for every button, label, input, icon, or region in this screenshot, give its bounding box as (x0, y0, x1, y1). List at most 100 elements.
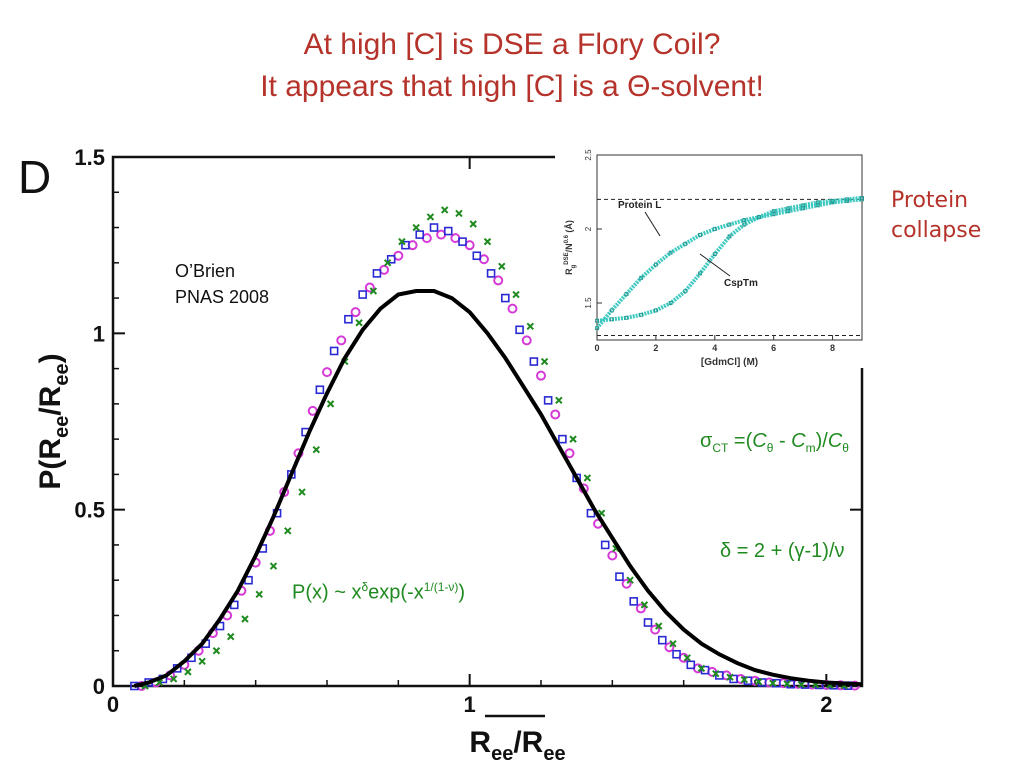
data-point-x (169, 675, 178, 683)
data-point-circle (621, 578, 632, 589)
citation-line-1: O’Brien (175, 261, 236, 281)
distribution-formula: P(x) ~ xδexp(-x1/(1-ν)) (292, 580, 466, 604)
inset-series-point (727, 234, 732, 239)
inset-y-tick-label: 2 (584, 226, 593, 231)
data-point-square (372, 269, 382, 278)
inset-series-point (845, 197, 850, 202)
inset-series-point (742, 218, 747, 223)
data-point-circle (650, 624, 661, 635)
inset-frame (596, 154, 863, 341)
protein-collapse-label: Protein collapse (891, 186, 981, 246)
data-point-x (212, 647, 221, 655)
inset-x-tick-label: 4 (712, 343, 717, 353)
data-point-x (269, 562, 278, 570)
data-point-x (512, 290, 520, 299)
collapse-line-1: Protein (891, 188, 969, 213)
data-point-square (729, 674, 738, 684)
data-point-square (515, 325, 524, 335)
inset-series-point (801, 203, 806, 208)
data-point-x (797, 680, 806, 689)
data-point-x (783, 680, 791, 688)
inset-series-point (786, 206, 791, 211)
data-point-square (486, 269, 496, 278)
inset-series-point (712, 252, 717, 257)
data-point-x (712, 669, 720, 678)
data-point-square (615, 572, 624, 581)
data-point-x (626, 576, 634, 584)
panel-letter: D (18, 151, 52, 203)
inset-y-tick-label: 1.5 (584, 297, 593, 309)
inset-series-point (860, 196, 864, 200)
data-point-circle (536, 370, 546, 381)
data-point-x (483, 237, 492, 246)
inset-x-tick-label: 2 (653, 343, 658, 353)
x-axis-label: Ree/Ree (469, 726, 565, 765)
data-point-circle (450, 233, 461, 244)
inset-series-point (698, 233, 702, 237)
data-point-circle (521, 335, 532, 346)
inset-y-tick-label: 2.5 (584, 149, 593, 161)
y-axis-label: P(Ree/Ree) (34, 353, 73, 489)
inset-x-tick-label: 6 (771, 343, 776, 353)
x-tick-label: 2 (820, 692, 832, 717)
data-point-x (312, 446, 321, 454)
data-point-x (526, 322, 535, 330)
data-point-x (769, 679, 777, 687)
inset-series-line (596, 195, 863, 323)
inset-label-protein-l: Protein L (618, 200, 661, 211)
data-point-x (426, 213, 435, 221)
data-point-circle (564, 448, 575, 459)
inset-x-tick-label: 0 (594, 343, 599, 353)
data-point-square (344, 314, 353, 324)
inset-series-point (668, 250, 673, 255)
data-point-circle (364, 282, 375, 293)
inset-series-point (830, 198, 835, 203)
inset-x-axis-label: [GdmCl] (M) (701, 357, 758, 368)
x-tick-label: 1 (464, 692, 476, 717)
data-point-x (355, 319, 363, 327)
inset-series-point (639, 275, 644, 280)
data-point-square (472, 251, 482, 261)
inset-series-point (653, 262, 658, 267)
data-point-circle (407, 240, 418, 251)
x-tick-label: 0 (107, 692, 119, 717)
data-point-x (569, 435, 577, 443)
data-point-square (315, 385, 325, 395)
data-point-square (643, 618, 653, 627)
data-point-square (686, 660, 696, 670)
inset-series-point (609, 317, 614, 322)
data-point-x (683, 654, 691, 662)
data-point-circle (379, 264, 390, 275)
data-point-square (429, 223, 439, 232)
data-point-square (443, 226, 453, 236)
inset-label-csptm: CspTm (724, 278, 758, 289)
data-point-x (726, 673, 734, 681)
data-point-x (754, 678, 763, 686)
data-point-x (298, 488, 306, 496)
data-point-x (455, 209, 463, 218)
title-line-1: At high [C] is DSE a Flory Coil? (303, 28, 721, 61)
data-point-square (358, 290, 367, 299)
inset-series-point (653, 308, 658, 313)
inset-series-point (624, 315, 629, 320)
data-point-x (540, 357, 549, 366)
model-curve (133, 289, 863, 688)
data-point-circle (550, 409, 561, 420)
inset-series-point (683, 241, 688, 246)
inset-series-point (742, 222, 747, 227)
data-point-x (669, 639, 677, 648)
data-point-x (369, 287, 378, 295)
data-point-x (326, 400, 335, 408)
data-point-square (543, 396, 553, 405)
inset-series-point (595, 318, 599, 323)
data-point-circle (336, 335, 347, 346)
data-point-x (697, 664, 706, 673)
data-point-square (329, 346, 339, 356)
data-point-x (383, 259, 392, 267)
inset-series-point (727, 222, 732, 227)
data-point-x (226, 632, 235, 641)
data-point-circle (322, 367, 332, 378)
data-point-square (700, 665, 710, 675)
main-plot-frame (111, 155, 864, 688)
